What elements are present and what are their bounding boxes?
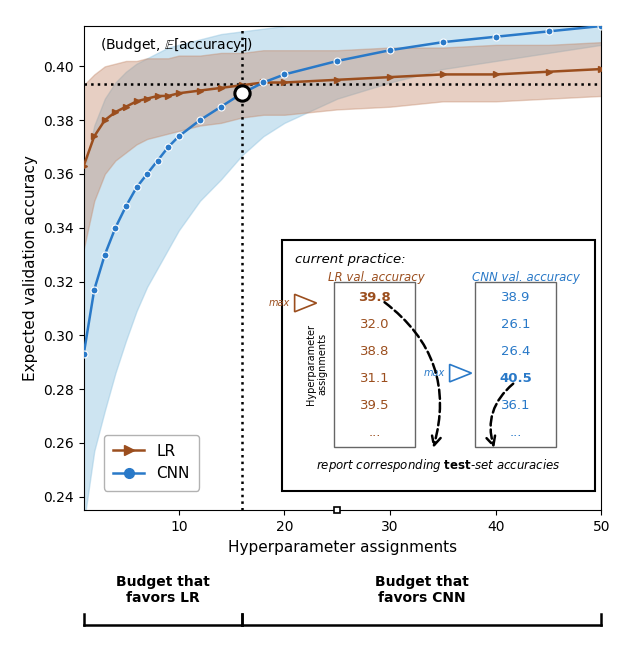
FancyArrowPatch shape xyxy=(384,302,441,445)
FancyArrowPatch shape xyxy=(487,384,513,445)
LR xyxy=(154,92,161,100)
CNN xyxy=(133,183,140,191)
CNN xyxy=(281,70,288,78)
LR xyxy=(101,116,108,124)
Text: 32.0: 32.0 xyxy=(360,318,389,331)
CNN xyxy=(218,103,225,111)
LR xyxy=(133,98,140,105)
Text: report corresponding $\mathit{\mathbf{test}}$-set accuracies: report corresponding $\mathit{\mathbf{te… xyxy=(316,457,561,474)
LR xyxy=(175,89,182,97)
LR xyxy=(143,95,151,103)
CNN xyxy=(196,116,203,124)
LR xyxy=(122,103,130,111)
CNN xyxy=(598,22,605,30)
LR xyxy=(386,73,394,81)
LR xyxy=(91,133,98,140)
Y-axis label: Expected validation accuracy: Expected validation accuracy xyxy=(23,155,38,381)
LR xyxy=(334,76,341,84)
Text: 38.8: 38.8 xyxy=(360,344,389,358)
LR xyxy=(439,70,446,78)
Text: 38.9: 38.9 xyxy=(501,291,530,304)
Text: LR val. accuracy: LR val. accuracy xyxy=(327,270,425,283)
Text: current practice:: current practice: xyxy=(294,253,405,266)
LR xyxy=(164,92,172,100)
FancyBboxPatch shape xyxy=(475,282,556,447)
CNN xyxy=(386,46,394,54)
CNN xyxy=(91,286,98,294)
Text: 26.4: 26.4 xyxy=(501,344,530,358)
Text: 31.1: 31.1 xyxy=(360,372,389,385)
Text: 39.8: 39.8 xyxy=(358,291,391,304)
LR xyxy=(598,65,605,73)
Text: Budget that
favors LR: Budget that favors LR xyxy=(116,575,210,605)
X-axis label: Hyperparameter assignments: Hyperparameter assignments xyxy=(228,540,457,554)
CNN xyxy=(260,79,267,86)
Text: ...: ... xyxy=(509,426,521,439)
LR xyxy=(80,162,87,170)
Polygon shape xyxy=(450,365,472,382)
CNN xyxy=(164,143,172,151)
Legend: LR, CNN: LR, CNN xyxy=(104,435,199,491)
Text: Budget that
favors CNN: Budget that favors CNN xyxy=(375,575,469,605)
CNN xyxy=(122,202,130,210)
Text: max: max xyxy=(268,298,290,308)
LR xyxy=(492,70,500,78)
CNN xyxy=(112,224,119,231)
CNN xyxy=(492,33,500,41)
Line: CNN: CNN xyxy=(80,23,605,358)
Text: ...: ... xyxy=(368,426,381,439)
LR xyxy=(260,79,267,86)
Line: LR: LR xyxy=(80,66,605,170)
Text: 39.5: 39.5 xyxy=(360,398,389,411)
CNN xyxy=(239,89,246,97)
CNN xyxy=(80,350,87,358)
CNN xyxy=(143,170,151,178)
LR xyxy=(218,84,225,92)
Text: 26.1: 26.1 xyxy=(500,318,530,331)
Text: (Budget, $\mathbb{E}$[accuracy]): (Budget, $\mathbb{E}$[accuracy]) xyxy=(100,36,252,54)
CNN xyxy=(175,133,182,140)
Text: max: max xyxy=(423,368,445,378)
CNN xyxy=(154,157,161,164)
CNN xyxy=(101,251,108,259)
LR xyxy=(545,68,552,75)
FancyBboxPatch shape xyxy=(282,240,595,491)
CNN xyxy=(439,38,446,46)
CNN xyxy=(334,57,341,65)
Text: CNN val. accuracy: CNN val. accuracy xyxy=(472,270,580,283)
Polygon shape xyxy=(294,294,317,312)
Text: 36.1: 36.1 xyxy=(500,398,530,411)
Text: Hyperparameter
assignments: Hyperparameter assignments xyxy=(306,324,327,405)
LR xyxy=(281,79,288,86)
Text: 40.5: 40.5 xyxy=(499,372,532,385)
LR xyxy=(112,108,119,116)
CNN xyxy=(545,27,552,35)
LR xyxy=(196,86,203,94)
LR xyxy=(239,81,246,89)
FancyBboxPatch shape xyxy=(334,282,415,447)
